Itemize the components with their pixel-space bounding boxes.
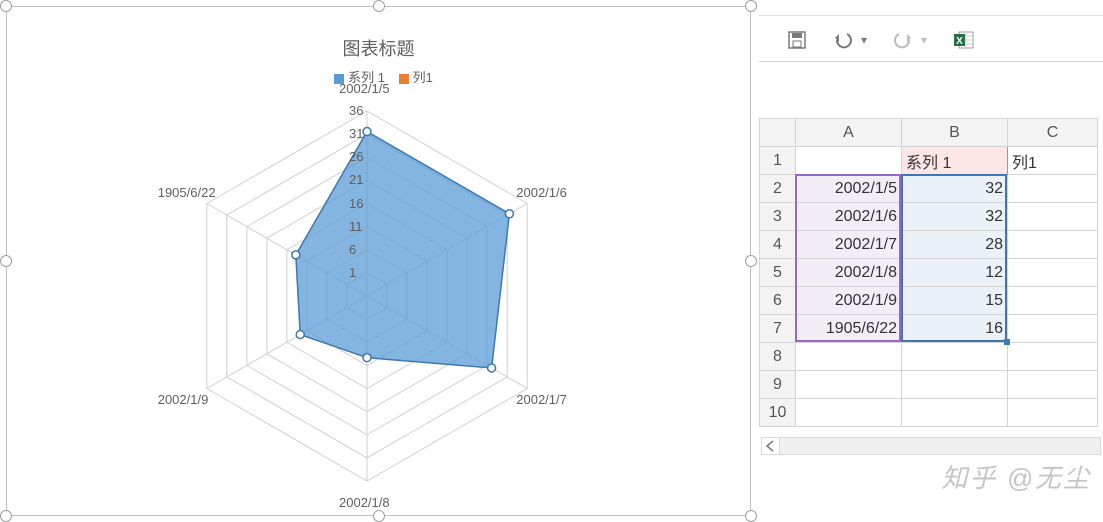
radar-axis-label: 1905/6/22 [158,185,216,200]
svg-text:X: X [956,36,963,47]
radar-axis-label: 2002/1/9 [158,392,209,407]
select-all-corner[interactable] [760,119,796,147]
cell[interactable]: 32 [902,175,1008,203]
cell[interactable] [796,343,902,371]
cell[interactable] [796,147,902,175]
cell-col1-header[interactable]: 列1 [1008,147,1098,175]
cell[interactable]: 16 [902,315,1008,343]
radar-svg [7,86,752,506]
col-header-B[interactable]: B [902,119,1008,147]
cell[interactable]: 2002/1/7 [796,231,902,259]
radar-axis-label: 2002/1/5 [339,81,390,96]
radar-axis-label: 2002/1/7 [516,392,567,407]
undo-button[interactable]: ▾ [833,30,867,50]
selection-handle[interactable] [373,510,385,522]
save-icon [787,30,807,50]
scroll-left-button[interactable] [762,438,780,454]
selection-handle[interactable] [0,510,12,522]
row-header[interactable]: 10 [760,399,796,427]
radar-ring-label: 21 [349,172,363,187]
cell[interactable]: 1905/6/22 [796,315,902,343]
cell[interactable] [1008,315,1098,343]
radar-ring-label: 6 [349,242,356,257]
col-header-A[interactable]: A [796,119,902,147]
cell[interactable]: 32 [902,203,1008,231]
row-header[interactable]: 5 [760,259,796,287]
chart-title[interactable]: 图表标题 [7,35,750,61]
selection-handle[interactable] [0,255,12,267]
cell[interactable]: 2002/1/8 [796,259,902,287]
fill-handle[interactable] [1004,339,1010,345]
cell[interactable] [1008,343,1098,371]
cell[interactable]: 12 [902,259,1008,287]
cell[interactable] [796,399,902,427]
horizontal-scrollbar[interactable] [761,437,1101,455]
selection-handle[interactable] [745,255,757,267]
quick-access-strip [759,0,1103,16]
cell[interactable]: 2002/1/5 [796,175,902,203]
selection-handle[interactable] [373,0,385,12]
cell-series-header[interactable]: 系列 1 [902,147,1008,175]
save-button[interactable] [787,30,807,50]
cell[interactable] [1008,287,1098,315]
caret-left-icon [762,438,780,454]
cell[interactable]: 2002/1/6 [796,203,902,231]
cell[interactable]: 15 [902,287,1008,315]
radar-ring-label: 31 [349,126,363,141]
cell[interactable] [1008,371,1098,399]
radar-chart-area[interactable]: 2002/1/52002/1/62002/1/72002/1/82002/1/9… [7,86,750,506]
row-header[interactable]: 7 [760,315,796,343]
radar-ring-label: 16 [349,196,363,211]
radar-ring-label: 11 [349,219,363,234]
cell[interactable] [1008,259,1098,287]
cell[interactable] [796,371,902,399]
cell[interactable] [1008,203,1098,231]
radar-ring-label: 26 [349,149,363,164]
cell[interactable] [1008,399,1098,427]
row-header[interactable]: 4 [760,231,796,259]
excel-icon: X [953,30,975,50]
radar-ring-label: 1 [349,265,356,280]
data-panel: ▾ ▾ X A B C 1 系列 1 [759,0,1103,521]
legend-label-col1: 列1 [413,70,433,85]
undo-icon [833,30,859,50]
cell[interactable]: 2002/1/9 [796,287,902,315]
row-header[interactable]: 9 [760,371,796,399]
cell[interactable]: 28 [902,231,1008,259]
radar-axis-label: 2002/1/6 [516,185,567,200]
legend-swatch-col1 [399,74,409,84]
radar-ring-label: 36 [349,103,363,118]
selection-handle[interactable] [745,0,757,12]
cell[interactable] [902,371,1008,399]
redo-button[interactable]: ▾ [893,30,927,50]
toolbar: ▾ ▾ X [759,18,1103,62]
cell[interactable] [902,399,1008,427]
row-header[interactable]: 2 [760,175,796,203]
selection-handle[interactable] [0,0,12,12]
radar-axis-label: 2002/1/8 [339,495,390,510]
col-header-C[interactable]: C [1008,119,1098,147]
row-header[interactable]: 1 [760,147,796,175]
redo-icon [893,30,919,50]
cell[interactable] [902,343,1008,371]
row-header[interactable]: 6 [760,287,796,315]
row-header[interactable]: 3 [760,203,796,231]
cell[interactable] [1008,175,1098,203]
cell[interactable] [1008,231,1098,259]
edit-in-excel-button[interactable]: X [953,30,975,50]
chart-object-frame[interactable]: 图表标题 系列 1 列1 2002/1/52002/1/62002/1/7200… [6,6,751,516]
selection-handle[interactable] [745,510,757,522]
row-header[interactable]: 8 [760,343,796,371]
spreadsheet[interactable]: A B C 1 系列 1 列1 22002/1/53232002/1/63242… [759,118,1103,427]
